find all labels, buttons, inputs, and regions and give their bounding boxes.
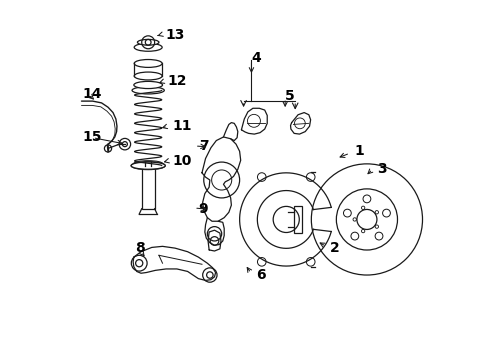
Ellipse shape xyxy=(134,72,162,80)
Text: 5: 5 xyxy=(285,89,295,103)
Text: 14: 14 xyxy=(83,87,102,101)
Text: 13: 13 xyxy=(166,28,185,42)
Ellipse shape xyxy=(131,162,165,170)
Text: 10: 10 xyxy=(172,154,192,168)
Ellipse shape xyxy=(134,59,162,67)
Ellipse shape xyxy=(134,43,162,51)
Text: 9: 9 xyxy=(198,202,208,216)
Text: 7: 7 xyxy=(199,139,209,153)
Bar xyxy=(142,166,155,209)
Ellipse shape xyxy=(134,81,163,89)
Text: 2: 2 xyxy=(330,241,340,255)
Text: 11: 11 xyxy=(172,119,192,133)
Text: 4: 4 xyxy=(251,51,261,65)
Text: 15: 15 xyxy=(83,130,102,144)
Text: 3: 3 xyxy=(377,162,387,176)
Text: 8: 8 xyxy=(135,241,145,255)
Bar xyxy=(294,206,302,233)
Text: 1: 1 xyxy=(354,144,364,158)
Ellipse shape xyxy=(137,40,159,45)
Ellipse shape xyxy=(131,162,165,169)
Text: 12: 12 xyxy=(168,75,187,89)
Ellipse shape xyxy=(132,87,164,94)
Text: 6: 6 xyxy=(256,268,266,282)
